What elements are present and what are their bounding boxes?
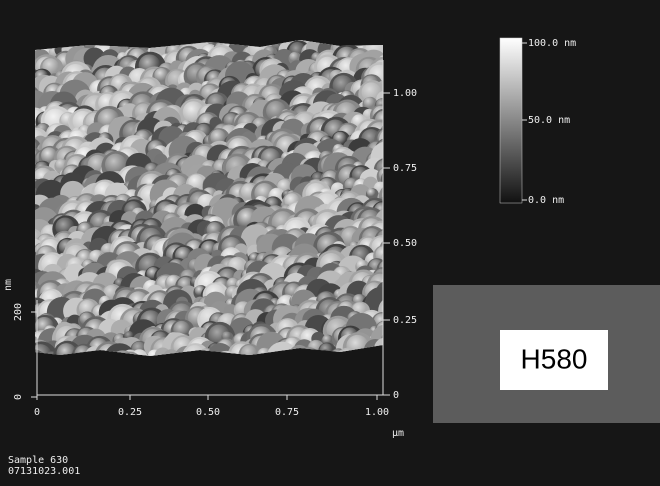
grain-highlight: [367, 188, 376, 197]
color-bar-label: 100.0 nm: [528, 38, 576, 49]
surface-render: [16, 25, 413, 385]
color-bar-label: 0.0 nm: [528, 195, 564, 206]
z-axis-unit: nm: [3, 279, 14, 291]
color-bar-label: 50.0 nm: [528, 115, 570, 126]
right-tick-label: 0: [393, 390, 399, 401]
x-tick-label: 0: [34, 407, 40, 418]
x-tick-label: 0.75: [275, 407, 299, 418]
z-tick-label: 0: [13, 394, 24, 400]
footer-line: 07131023.001: [8, 466, 80, 477]
afm-screenshot: nm µm H580 0 0.25 0.50 0.75 1.00 0 0.25 0.50 0.7…: [0, 0, 660, 486]
x-axis-unit: µm: [392, 428, 404, 439]
x-tick-label: 0.50: [196, 407, 220, 418]
right-tick-label: 0.25: [393, 315, 417, 326]
z-tick-label: 200: [13, 303, 24, 321]
x-tick-label: 0.25: [118, 407, 142, 418]
color-bar: [500, 38, 522, 203]
right-tick-label: 0.50: [393, 238, 417, 249]
right-tick-label: 0.75: [393, 163, 417, 174]
grain-highlight: [289, 52, 298, 61]
label-text: H580: [521, 343, 588, 374]
footer-line: Sample 630: [8, 455, 68, 466]
right-tick-label: 1.00: [393, 88, 417, 99]
grain-highlight: [364, 97, 375, 108]
x-tick-label: 1.00: [365, 407, 389, 418]
